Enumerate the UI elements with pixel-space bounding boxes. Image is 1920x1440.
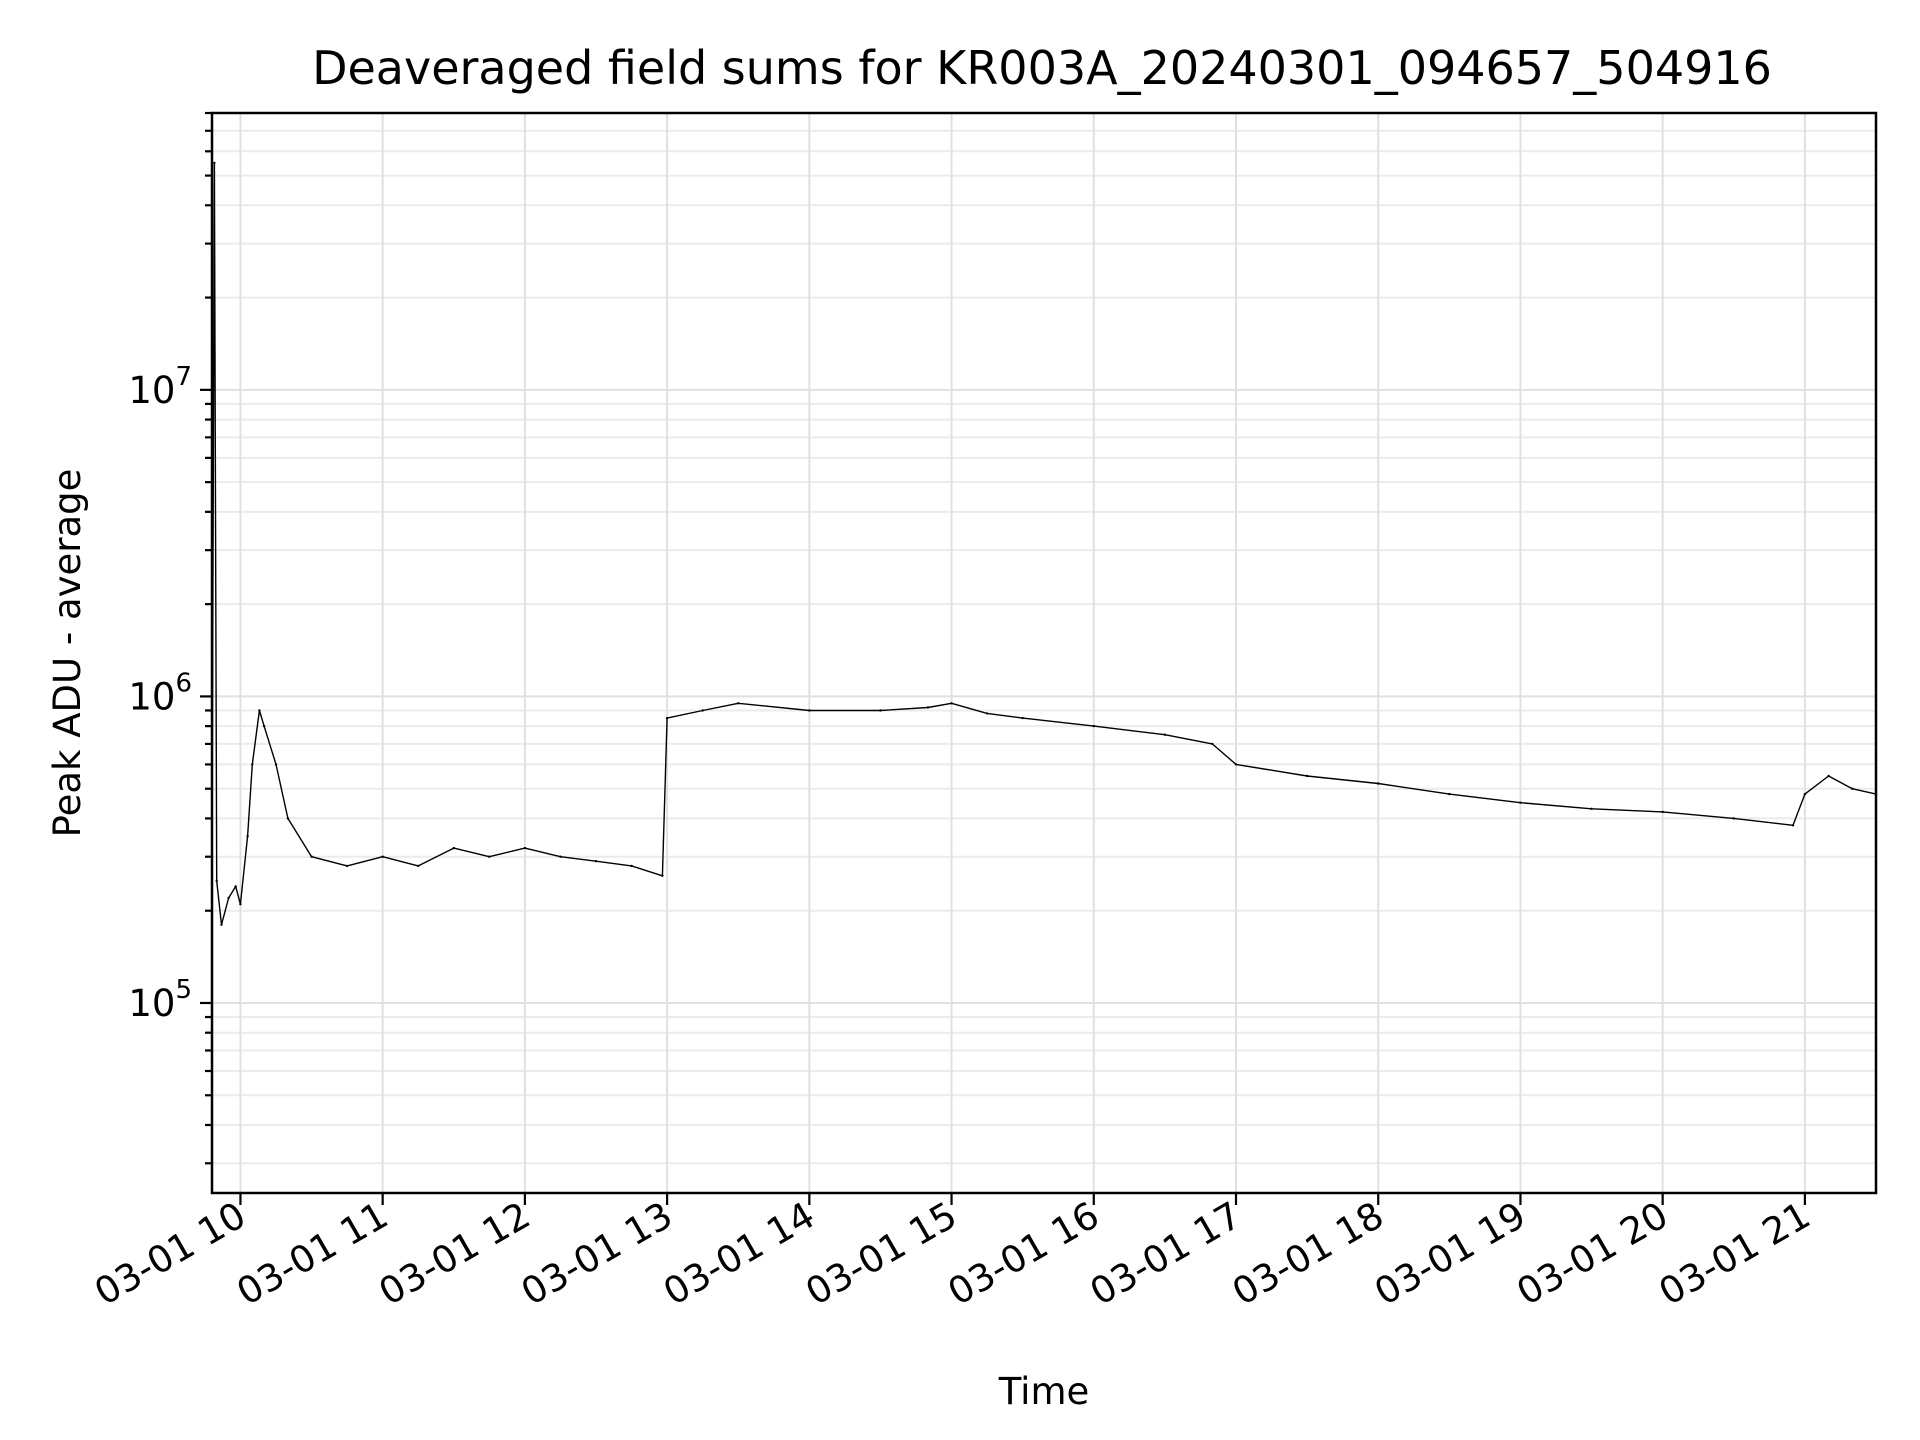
- data-point: [1827, 774, 1830, 778]
- data-point: [630, 864, 633, 868]
- data-point: [661, 874, 664, 877]
- data-point: [220, 923, 223, 926]
- data-point: [1448, 792, 1451, 796]
- data-point: [1803, 792, 1807, 796]
- plot-frame: [210, 111, 1878, 1195]
- data-point: [1163, 733, 1167, 736]
- data-point: [523, 846, 527, 850]
- data-point: [310, 855, 313, 858]
- data-point: [452, 846, 455, 850]
- data-point: [417, 864, 420, 868]
- data-point: [1519, 801, 1522, 804]
- chart-title: Deaveraged field sums for KR003A_2024030…: [312, 41, 1772, 95]
- data-point: [950, 702, 953, 705]
- data-point: [1661, 810, 1664, 814]
- y-tick-label: 105: [128, 975, 192, 1025]
- data-point: [1590, 807, 1593, 810]
- data-point: [213, 161, 216, 165]
- data-point: [381, 855, 384, 858]
- data-point: [488, 855, 491, 858]
- data-point: [274, 763, 278, 766]
- data-point: [286, 817, 290, 820]
- data-point: [879, 709, 882, 712]
- data-point: [1791, 824, 1795, 827]
- data-point: [737, 702, 740, 705]
- data-point: [227, 896, 230, 900]
- y-axis-label: Peak ADU - average: [46, 469, 89, 838]
- data-point: [345, 864, 349, 868]
- data-point: [1732, 817, 1736, 820]
- data-point: [665, 716, 669, 720]
- data-point: [1092, 724, 1096, 728]
- data-point: [215, 879, 218, 883]
- x-axis-label: Time: [998, 1370, 1090, 1413]
- data-point: [234, 885, 237, 888]
- data-point: [258, 709, 261, 712]
- data-point: [926, 706, 930, 709]
- data-point: [985, 712, 989, 715]
- data-point: [701, 709, 704, 712]
- data-point: [1851, 787, 1854, 790]
- data-point: [594, 860, 598, 863]
- data-point: [1234, 763, 1238, 766]
- y-tick-label: 106: [128, 668, 192, 718]
- data-point: [1021, 716, 1024, 720]
- y-axis: 105 106 107: [128, 111, 212, 1165]
- data-point: [1377, 782, 1380, 785]
- data-point: [246, 835, 249, 838]
- data-point: [559, 855, 562, 858]
- y-tick-label: 107: [128, 362, 192, 412]
- data-point: [1211, 742, 1214, 746]
- data-point: [808, 709, 811, 712]
- data-point: [1305, 774, 1309, 778]
- data-point: [251, 763, 254, 766]
- series-group: [210, 161, 1878, 926]
- data-point: [239, 903, 242, 906]
- data-point: [262, 724, 266, 728]
- grid: [212, 112, 1876, 1193]
